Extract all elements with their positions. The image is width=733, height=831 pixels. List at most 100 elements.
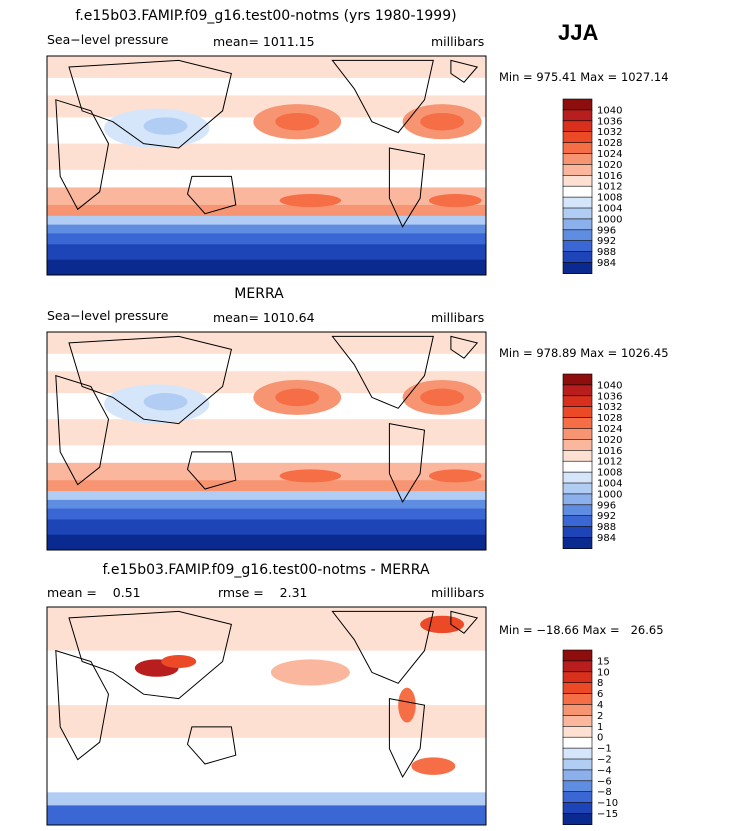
panel3-rmse-label: rmse = 2.31 bbox=[218, 585, 308, 600]
field-contour bbox=[428, 469, 482, 483]
field-band bbox=[47, 204, 486, 217]
colorbar-swatch bbox=[562, 185, 593, 198]
field-band bbox=[47, 233, 486, 245]
field-band bbox=[47, 169, 486, 188]
field-band bbox=[47, 353, 486, 372]
colorbar-swatch bbox=[562, 384, 593, 397]
coastline bbox=[388, 697, 426, 779]
colorbar-tick-label: 1012 bbox=[597, 182, 622, 193]
colorbar-tick-label: −2 bbox=[597, 755, 612, 766]
colorbar-swatch bbox=[562, 164, 593, 176]
coastline bbox=[186, 451, 237, 490]
colorbar-swatch bbox=[562, 493, 593, 506]
field-band bbox=[47, 215, 486, 226]
colorbar-tick-label: 10 bbox=[597, 667, 610, 678]
colorbar-swatch bbox=[562, 736, 593, 749]
field-band bbox=[47, 792, 486, 806]
field-band bbox=[47, 705, 486, 739]
colorbar-swatch bbox=[562, 109, 593, 122]
field-contour bbox=[275, 388, 320, 407]
coastline bbox=[331, 610, 434, 684]
colorbar-tick-label: 1008 bbox=[597, 193, 622, 204]
colorbar-tick-label: 0 bbox=[597, 733, 603, 744]
colorbar-tick-label: 1000 bbox=[597, 489, 622, 500]
colorbar-tick-label: 1040 bbox=[597, 380, 622, 391]
colorbar-tick-label: 1012 bbox=[597, 457, 622, 468]
coastline bbox=[55, 99, 110, 211]
field-band bbox=[47, 480, 486, 492]
colorbar-swatch bbox=[562, 482, 593, 495]
coastline bbox=[331, 335, 434, 409]
colorbar-swatch bbox=[562, 439, 593, 451]
colorbar-swatch bbox=[562, 649, 593, 662]
colorbar-tick-label: 1016 bbox=[597, 446, 622, 457]
colorbar-swatch bbox=[562, 262, 593, 274]
colorbar-tick-label: 1024 bbox=[597, 149, 622, 160]
colorbar-tick-label: 1032 bbox=[597, 402, 622, 413]
colorbar-tick-label: 988 bbox=[597, 247, 616, 258]
colorbar-swatch bbox=[562, 780, 593, 793]
colorbar-swatch bbox=[562, 704, 593, 716]
field-contour bbox=[275, 112, 320, 131]
colorbar-swatch bbox=[562, 537, 593, 549]
colorbar-swatch bbox=[562, 693, 593, 706]
field-band bbox=[47, 650, 486, 706]
colorbar-tick-label: 1024 bbox=[597, 424, 622, 435]
colorbar-tick-label: −8 bbox=[597, 787, 612, 798]
coastline bbox=[450, 610, 479, 634]
field-band bbox=[47, 77, 486, 96]
colorbar-swatch bbox=[562, 218, 593, 231]
field-band bbox=[47, 499, 486, 510]
colorbar-swatch bbox=[562, 747, 593, 760]
colorbar-tick-label: 1028 bbox=[597, 138, 622, 149]
colorbar-tick-label: 992 bbox=[597, 236, 616, 247]
field-contour bbox=[420, 112, 465, 131]
field-band bbox=[47, 508, 486, 520]
colorbar-tick-label: 1000 bbox=[597, 214, 622, 225]
colorbar-swatch bbox=[562, 515, 593, 528]
colorbar-tick-label: 988 bbox=[597, 522, 616, 533]
field-band bbox=[47, 244, 486, 261]
colorbar-swatch bbox=[562, 725, 593, 738]
colorbar-swatch bbox=[562, 153, 593, 165]
colorbar-tick-label: −15 bbox=[597, 809, 618, 820]
colorbar-swatch bbox=[562, 98, 593, 111]
field-band bbox=[47, 445, 486, 464]
colorbar-swatch bbox=[562, 395, 593, 408]
field-contour bbox=[420, 615, 465, 634]
colorbar-tick-label: 1028 bbox=[597, 413, 622, 424]
field-band bbox=[47, 534, 486, 550]
coastline bbox=[450, 59, 479, 83]
colorbar-tick-label: 4 bbox=[597, 700, 603, 711]
panel2-mean-label: mean= 1010.64 bbox=[213, 310, 315, 325]
colorbar-tick-label: 1040 bbox=[597, 105, 622, 116]
field-band bbox=[47, 607, 486, 652]
colorbar-swatch bbox=[562, 240, 593, 253]
colorbar-tick-label: 1004 bbox=[597, 479, 622, 490]
colorbar-tick-label: −10 bbox=[597, 798, 618, 809]
panel2-colorbar: 1040103610321028102410201016101210081004… bbox=[562, 373, 622, 549]
field-band bbox=[47, 419, 486, 446]
colorbar-swatch bbox=[562, 758, 593, 771]
panel1-min-max: Min = 975.41 Max = 1027.14 bbox=[499, 70, 669, 84]
field-band bbox=[47, 805, 486, 825]
colorbar-swatch bbox=[562, 769, 593, 782]
coastline bbox=[186, 726, 237, 765]
field-contour bbox=[420, 388, 465, 407]
colorbar-tick-label: 2 bbox=[597, 711, 603, 722]
colorbar-tick-label: −1 bbox=[597, 744, 612, 755]
colorbar-swatch bbox=[562, 406, 593, 419]
colorbar-tick-label: −4 bbox=[597, 765, 612, 776]
map-frame bbox=[46, 331, 487, 551]
map-frame bbox=[46, 55, 487, 276]
colorbar-tick-label: 984 bbox=[597, 533, 616, 544]
panel3-map bbox=[46, 606, 487, 826]
colorbar-tick-label: 6 bbox=[597, 689, 603, 700]
field-band bbox=[47, 143, 486, 171]
field-band bbox=[47, 462, 486, 481]
panel2-variable-label: Sea−level pressure bbox=[47, 308, 169, 323]
coastline bbox=[388, 422, 426, 504]
colorbar-tick-label: 1020 bbox=[597, 435, 622, 446]
colorbar-swatch bbox=[562, 460, 593, 473]
